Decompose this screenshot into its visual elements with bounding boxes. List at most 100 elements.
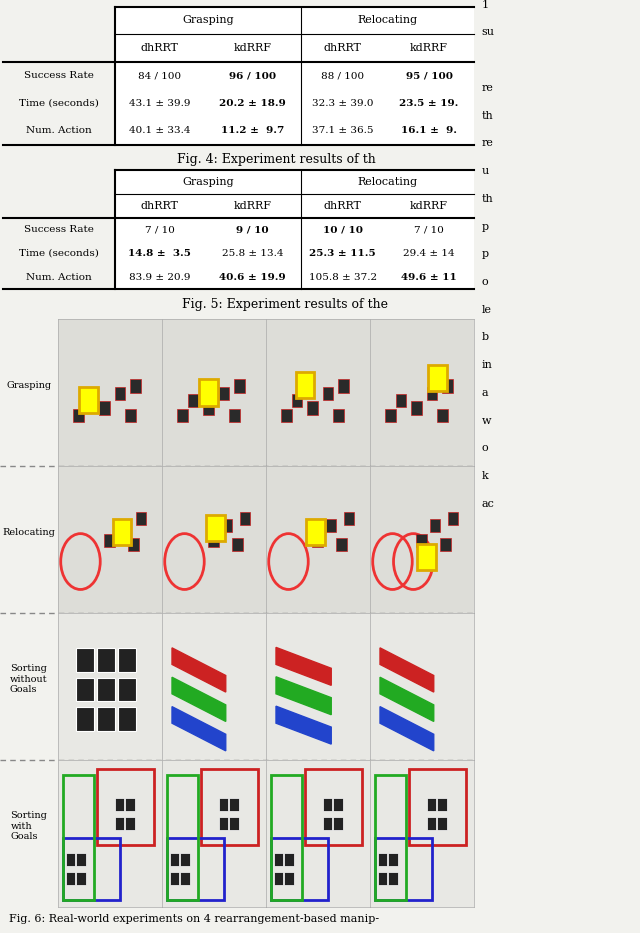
Bar: [333, 409, 344, 422]
Bar: [323, 817, 332, 830]
Bar: [312, 534, 323, 547]
Bar: [170, 853, 179, 866]
Text: Relocating: Relocating: [357, 15, 417, 25]
Bar: [239, 511, 250, 524]
Text: 7 / 10: 7 / 10: [414, 225, 444, 234]
Bar: [209, 534, 219, 547]
Text: 14.8 ±  3.5: 14.8 ± 3.5: [128, 249, 191, 258]
Bar: [99, 401, 109, 414]
Bar: [180, 871, 189, 884]
Bar: [97, 677, 115, 702]
Bar: [428, 365, 447, 391]
Text: Relocating: Relocating: [3, 528, 55, 536]
Bar: [219, 798, 228, 812]
Bar: [323, 386, 333, 400]
Text: 37.1 ± 36.5: 37.1 ± 36.5: [312, 126, 373, 135]
Bar: [76, 648, 94, 672]
Bar: [234, 380, 245, 393]
Bar: [125, 817, 134, 830]
Bar: [430, 519, 440, 532]
Text: le: le: [482, 305, 492, 314]
Polygon shape: [380, 706, 434, 751]
Bar: [180, 853, 189, 866]
Bar: [104, 534, 115, 547]
Text: su: su: [482, 27, 495, 37]
Polygon shape: [380, 648, 434, 692]
Bar: [440, 538, 451, 551]
Bar: [97, 769, 154, 845]
Bar: [427, 386, 437, 400]
Text: Fig. 5: Experiment results of the: Fig. 5: Experiment results of the: [182, 299, 388, 312]
Bar: [170, 871, 179, 884]
Bar: [131, 380, 141, 393]
Bar: [199, 380, 218, 406]
Text: dhRRT: dhRRT: [324, 201, 362, 211]
Bar: [281, 409, 292, 422]
Text: 49.6 ± 11: 49.6 ± 11: [401, 272, 457, 282]
Bar: [219, 386, 229, 400]
Bar: [206, 514, 225, 541]
Text: Fig. 6: Real-world experiments on 4 rearrangement-based manip-: Fig. 6: Real-world experiments on 4 rear…: [10, 914, 380, 924]
Bar: [118, 648, 136, 672]
Text: th: th: [482, 111, 493, 120]
Bar: [73, 409, 84, 422]
Text: 40.6 ± 19.9: 40.6 ± 19.9: [219, 272, 285, 282]
Polygon shape: [276, 648, 332, 686]
Text: kdRRF: kdRRF: [410, 201, 448, 211]
Text: Grasping: Grasping: [182, 15, 234, 25]
Text: Time (seconds): Time (seconds): [19, 99, 99, 107]
Text: k: k: [482, 471, 488, 481]
Bar: [417, 544, 436, 570]
Bar: [222, 519, 232, 532]
Text: p: p: [482, 221, 489, 231]
Polygon shape: [276, 706, 332, 745]
Text: 20.2 ± 18.9: 20.2 ± 18.9: [219, 99, 285, 107]
Text: 95 / 100: 95 / 100: [406, 71, 452, 80]
Bar: [125, 409, 136, 422]
Text: 32.3 ± 39.0: 32.3 ± 39.0: [312, 99, 373, 107]
Text: 7 / 10: 7 / 10: [145, 225, 175, 234]
Bar: [115, 817, 124, 830]
Text: 25.3 ± 11.5: 25.3 ± 11.5: [309, 249, 376, 258]
Text: kdRRF: kdRRF: [234, 43, 271, 53]
Bar: [76, 853, 86, 866]
Text: Grasping: Grasping: [182, 176, 234, 187]
Bar: [128, 538, 139, 551]
Bar: [167, 838, 224, 899]
Text: Time (seconds): Time (seconds): [19, 249, 99, 258]
Bar: [417, 534, 427, 547]
Bar: [66, 853, 76, 866]
Bar: [118, 707, 136, 731]
Text: 11.2 ±  9.7: 11.2 ± 9.7: [221, 126, 284, 135]
Text: 16.1 ±  9.: 16.1 ± 9.: [401, 126, 457, 135]
Text: 23.5 ± 19.: 23.5 ± 19.: [399, 99, 459, 107]
Bar: [333, 798, 342, 812]
Bar: [271, 838, 328, 899]
Bar: [204, 401, 214, 414]
Bar: [274, 853, 284, 866]
Text: 29.4 ± 14: 29.4 ± 14: [403, 249, 455, 258]
Bar: [385, 409, 396, 422]
Bar: [97, 707, 115, 731]
Bar: [388, 853, 397, 866]
Text: 9 / 10: 9 / 10: [236, 225, 269, 234]
Text: o: o: [482, 277, 488, 287]
Bar: [284, 871, 294, 884]
Bar: [274, 871, 284, 884]
Text: dhRRT: dhRRT: [141, 43, 179, 53]
Text: w: w: [482, 415, 492, 425]
Bar: [442, 380, 453, 393]
Bar: [284, 853, 294, 866]
Text: ac: ac: [482, 499, 495, 508]
Bar: [375, 774, 406, 899]
Bar: [115, 386, 125, 400]
Text: Success Rate: Success Rate: [24, 225, 94, 234]
Text: kdRRF: kdRRF: [234, 201, 271, 211]
Bar: [84, 394, 94, 407]
Bar: [378, 853, 387, 866]
Text: in: in: [482, 360, 493, 370]
Bar: [232, 538, 243, 551]
Text: Success Rate: Success Rate: [24, 71, 94, 80]
Bar: [271, 774, 302, 899]
Bar: [66, 871, 76, 884]
